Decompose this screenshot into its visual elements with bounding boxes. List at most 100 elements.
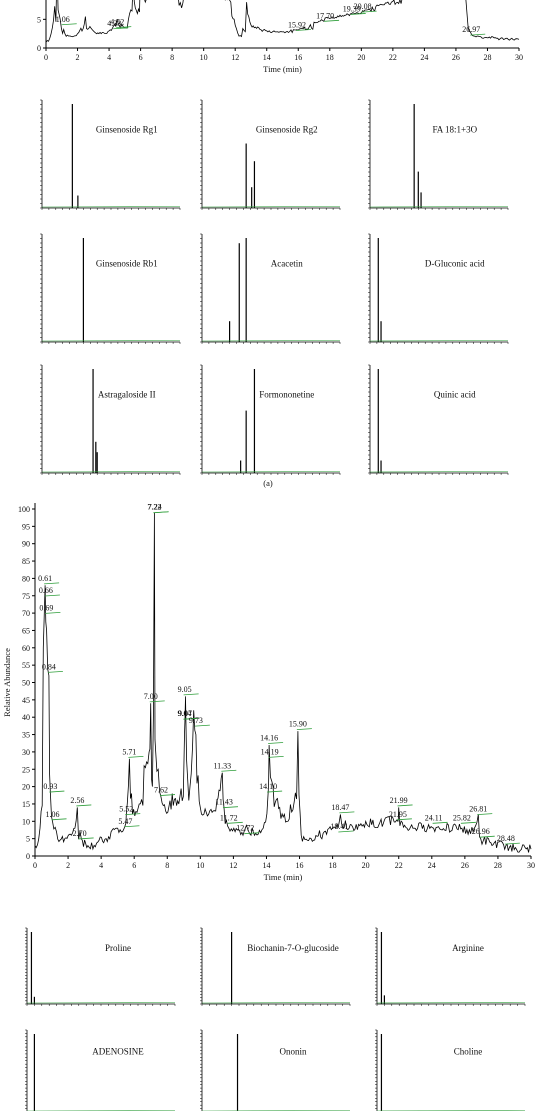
peak-marker: [183, 693, 199, 696]
y-tick-label-1: 90: [22, 540, 30, 549]
peak-marker: [76, 804, 92, 807]
x-tick-label-1: 12: [229, 861, 237, 870]
peak-label: 0.69: [39, 603, 53, 612]
y-tick-label-1: 20: [22, 783, 30, 792]
y-tick-label-1: 50: [22, 679, 30, 688]
peak-label: 17.70: [316, 11, 334, 20]
peak-label: 26.81: [469, 805, 487, 814]
peak-label: 26.97: [462, 25, 480, 34]
peak-marker: [149, 700, 165, 703]
peak-label: 0.84: [42, 662, 56, 671]
peak-label: 1.06: [56, 15, 70, 24]
peak-label: 15.92: [288, 21, 306, 30]
peak-label: 7.22: [147, 503, 161, 512]
eic-baseline: [201, 340, 341, 342]
peak-marker: [479, 835, 495, 838]
x-tick-label-0: 12: [231, 53, 239, 62]
x-tick-label-0: 4: [107, 53, 111, 62]
x-tick-label-1: 28: [494, 861, 502, 870]
peak-label: 11.72: [220, 813, 238, 822]
peak-label: 24.11: [425, 813, 443, 822]
eic-baseline: [201, 1002, 351, 1004]
peak-label: 7.62: [154, 786, 168, 795]
x-tick-label-1: 18: [329, 861, 337, 870]
eic-grid-a: Ginsenoside Rg1 Ginsenoside Rg2 FA 18:1+3O…: [40, 99, 509, 475]
x-tick-label-0: 24: [420, 53, 428, 62]
peak-label: 0.66: [39, 586, 53, 595]
x-tick-label-1: 16: [296, 861, 304, 870]
peak-marker: [460, 821, 476, 824]
eic-grid-b: Proline Biochanin-7-O-glucoside Arginine AD…: [25, 927, 526, 1111]
peak-marker: [268, 755, 284, 758]
y-tick-label-1: 75: [22, 592, 30, 601]
peak-marker: [128, 755, 144, 758]
peak-marker: [124, 825, 140, 828]
x-tick-label-0: 16: [294, 53, 302, 62]
peak-marker: [244, 832, 260, 835]
peak-label: 0.93: [43, 782, 57, 791]
peak-label: 9.07: [178, 709, 192, 718]
peak-label: 28.48: [497, 834, 515, 843]
peak-label: 11.43: [215, 798, 233, 807]
x-tick-label-1: 26: [461, 861, 469, 870]
x-axis-title-0: Time (min): [263, 64, 302, 74]
eic-baseline: [26, 1002, 176, 1004]
x-tick-label-1: 2: [66, 861, 70, 870]
peak-marker: [504, 842, 520, 845]
peak-marker: [267, 790, 283, 793]
y-tick-label-1: 45: [22, 696, 30, 705]
peak-marker: [396, 818, 412, 821]
peak-label: 14.16: [260, 733, 278, 742]
eic-title: Ginsenoside Rg1: [96, 124, 158, 134]
peak-label: 20.08: [354, 2, 372, 11]
peak-label: 11.33: [213, 761, 231, 770]
x-tick-label-1: 30: [527, 861, 535, 870]
peak-marker: [51, 818, 67, 821]
peak-label: 21.95: [389, 810, 407, 819]
eic-title: Ginsenoside Rg2: [256, 124, 318, 134]
y-tick-label-1: 25: [22, 765, 30, 774]
peak-marker: [47, 670, 63, 673]
peak-marker: [268, 742, 284, 744]
tic-trace-0: [45, 0, 520, 43]
eic-panel-0: Ginsenoside Rg1: [40, 99, 181, 210]
y-tick-label-1: 30: [22, 748, 30, 757]
peak-marker: [477, 813, 493, 816]
peak-label: 25.82: [453, 813, 471, 822]
eic-baseline: [369, 471, 509, 473]
eic-title: Quinic acid: [434, 389, 476, 399]
eic-title: Ononin: [280, 1047, 308, 1057]
eic-title: Biochanin-7-O-glucoside: [247, 943, 338, 953]
peak-label: 14.10: [259, 782, 277, 791]
eic-panel-3: Ginsenoside Rb1: [40, 233, 181, 344]
peak-marker: [432, 821, 448, 824]
eic-baseline: [369, 340, 509, 342]
peak-marker: [49, 790, 65, 793]
peak-label: 9.04: [177, 709, 191, 718]
peak-label: 18.47: [331, 803, 349, 812]
peak-marker: [61, 23, 77, 26]
y-tick-label-1: 65: [22, 626, 30, 635]
eic-title: Proline: [105, 943, 131, 953]
y-tick-label-0: 0: [37, 44, 41, 53]
peak-marker: [125, 813, 141, 816]
eic-panel-105: Choline: [375, 1029, 526, 1111]
eic-title: ADENOSINE: [92, 1047, 144, 1057]
x-tick-label-1: 10: [196, 861, 204, 870]
y-tick-label-1: 35: [22, 731, 30, 740]
x-tick-label-0: 6: [139, 53, 143, 62]
y-tick-label-1: 10: [22, 817, 30, 826]
peak-marker: [78, 837, 94, 840]
peak-label: 5.71: [122, 747, 136, 756]
eic-panel-101: Biochanin-7-O-glucoside: [200, 927, 351, 1006]
peak-label: 15.90: [289, 720, 307, 729]
peak-marker: [221, 769, 237, 772]
x-tick-label-0: 20: [357, 53, 365, 62]
eic-title: Formononetine: [259, 389, 314, 399]
y-tick-label-0: 5: [37, 15, 41, 24]
peak-label: 21.99: [390, 796, 408, 805]
peak-marker: [295, 29, 312, 31]
peak-marker: [324, 19, 340, 22]
eic-title: Astragaloside II: [98, 389, 156, 399]
eic-title: Arginine: [452, 943, 484, 953]
